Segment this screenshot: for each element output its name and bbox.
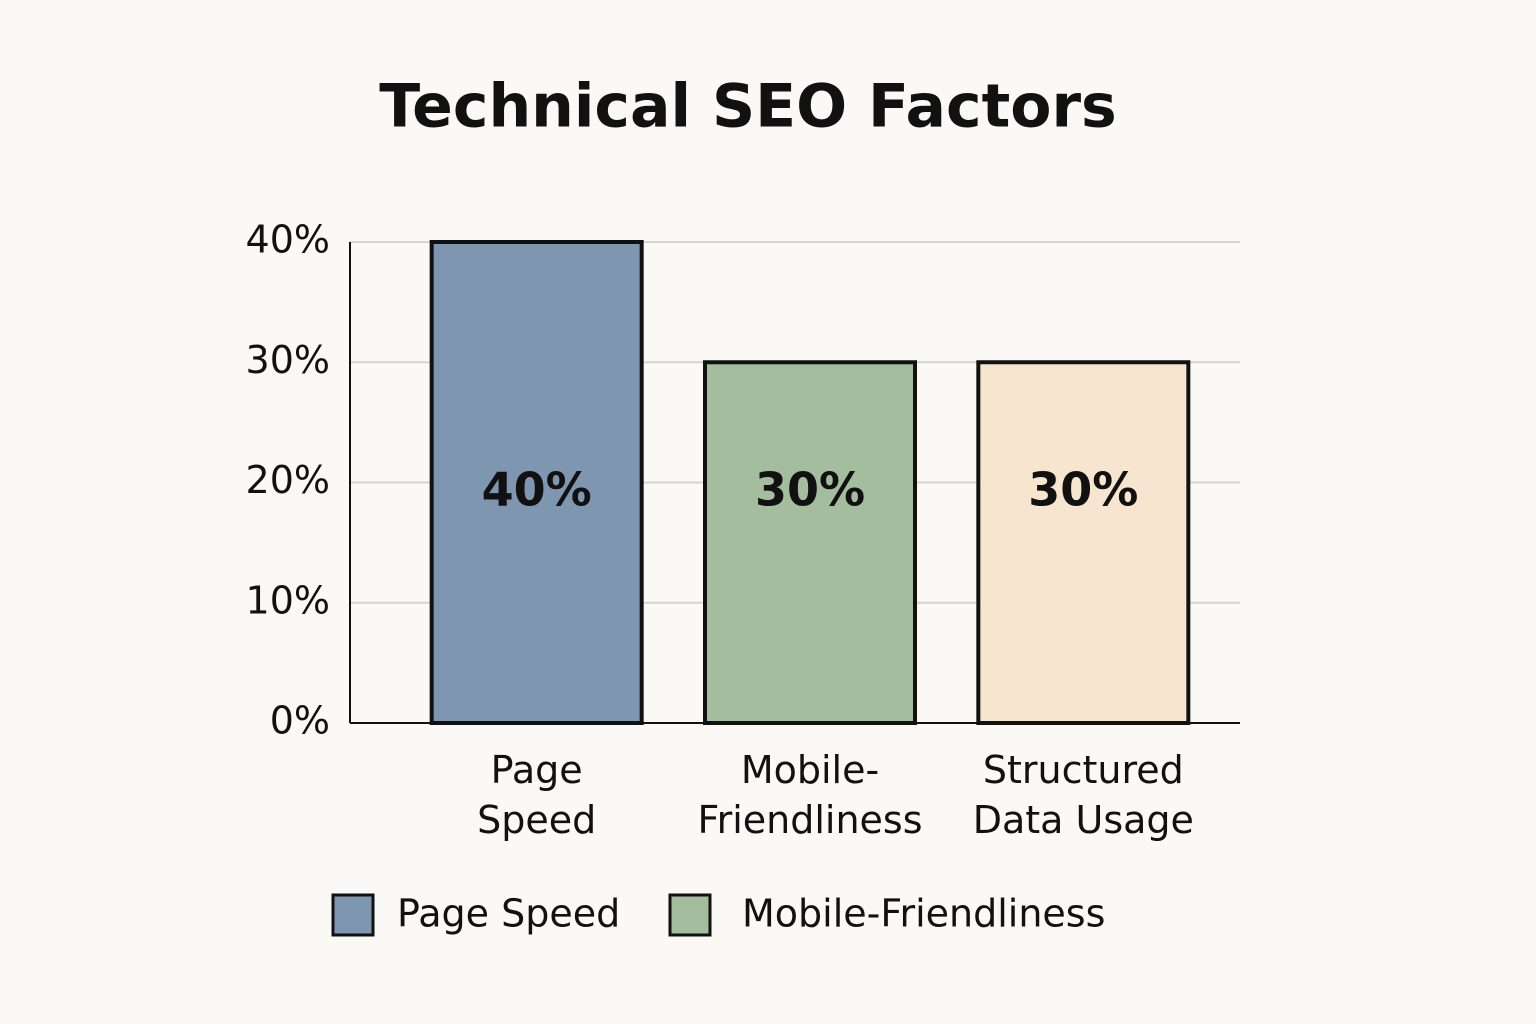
x-tick-label: Page Speed	[477, 748, 597, 842]
y-tick-label: 0%	[270, 699, 330, 743]
y-tick-label: 20%	[246, 458, 330, 502]
data-label: 30%	[755, 463, 865, 517]
legend-label: Mobile-Friendliness	[742, 892, 1105, 936]
legend-label: Page Speed	[397, 892, 620, 936]
legend-swatch	[668, 893, 712, 937]
data-label: 30%	[1028, 463, 1138, 517]
bar	[976, 360, 1191, 725]
y-tick-label: 10%	[246, 578, 330, 622]
y-tick-label: 40%	[246, 218, 330, 262]
legend-swatch	[331, 893, 375, 937]
x-tick-label: Mobile- Friendliness	[697, 748, 923, 842]
y-tick-label: 30%	[246, 338, 330, 382]
bar	[429, 240, 644, 725]
data-label: 40%	[482, 463, 592, 517]
chart-title: Technical SEO Factors	[379, 72, 1117, 142]
x-tick-label: Structured Data Usage	[972, 748, 1194, 842]
bar	[703, 360, 917, 725]
